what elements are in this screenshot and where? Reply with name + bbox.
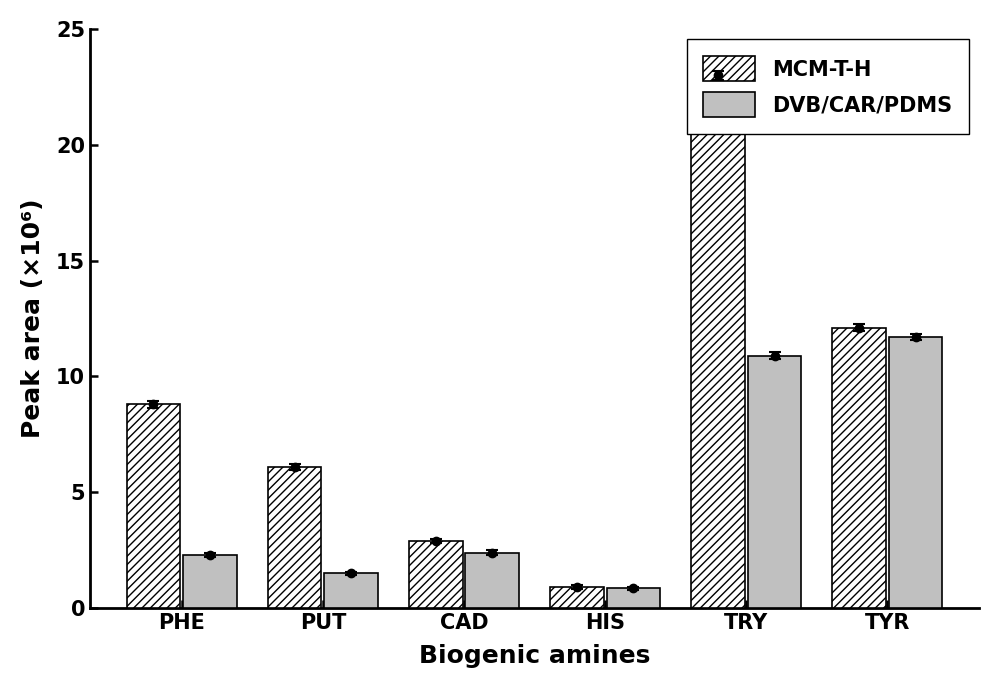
Bar [550,587,604,608]
Bar [324,573,378,608]
Bar [832,328,886,608]
Bar [691,75,745,608]
Bar [607,588,660,608]
Bar [183,555,237,608]
Bar [748,356,801,608]
Bar [465,553,519,608]
Bar [889,337,942,608]
Bar [409,541,463,608]
Bar [127,404,180,608]
Y-axis label: Peak area (×10⁶): Peak area (×10⁶) [21,198,45,438]
X-axis label: Biogenic amines: Biogenic amines [419,644,650,668]
Legend: MCM-T-H, DVB/CAR/PDMS: MCM-T-H, DVB/CAR/PDMS [687,39,969,134]
Bar [268,467,321,608]
